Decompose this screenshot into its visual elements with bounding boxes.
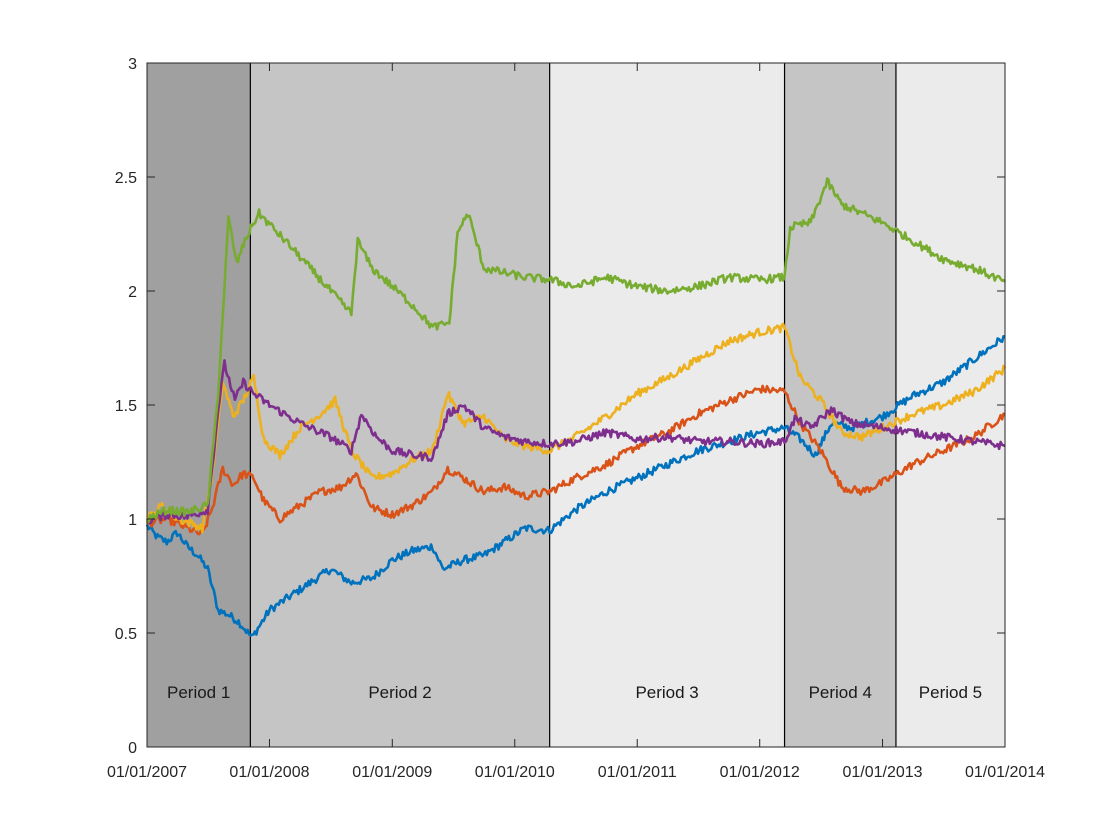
x-tick-label-1: 01/01/2008 [229, 764, 309, 781]
x-tick-label-7: 01/01/2014 [965, 764, 1045, 781]
y-tick-label-5: 2.5 [115, 170, 137, 187]
y-tick-label-4: 2 [128, 284, 137, 301]
x-tick-label-2: 01/01/2009 [352, 764, 432, 781]
x-tick-label-3: 01/01/2010 [475, 764, 555, 781]
y-tick-label-3: 1.5 [115, 398, 137, 415]
x-tick-label-4: 01/01/2011 [598, 764, 677, 781]
period-label-1: Period 1 [167, 683, 230, 702]
x-tick-label-0: 01/01/2007 [107, 764, 187, 781]
y-tick-label-2: 1 [128, 512, 137, 529]
y-tick-label-0: 0 [128, 740, 137, 757]
period-band-5 [895, 63, 1005, 747]
x-tick-label-6: 01/01/2013 [842, 764, 922, 781]
period-labels-layer: Period 1 Period 2 Period 3 Period 4 Period 5 [167, 683, 982, 702]
series-line-5 [145, 177, 1006, 524]
period-label-4: Period 4 [809, 683, 872, 702]
axes-layer: 0 0.5 1 1.5 2 2.5 3 01/01/2007 01/01/2008 01/01/2… [107, 56, 1045, 781]
y-tick-label-6: 3 [128, 56, 137, 73]
series-line-3 [145, 322, 1007, 534]
period-band-3 [549, 63, 785, 747]
period-label-2: Period 2 [368, 683, 431, 702]
period-shading-layer [147, 63, 1005, 747]
period-band-2 [250, 63, 550, 747]
period-label-3: Period 3 [635, 683, 698, 702]
x-tick-label-5: 01/01/2012 [720, 764, 800, 781]
y-tick-label-1: 0.5 [115, 626, 137, 643]
period-band-4 [784, 63, 896, 747]
period-label-5: Period 5 [919, 683, 982, 702]
series-layer [145, 177, 1007, 637]
series-line-4 [146, 359, 1006, 525]
series-line-2 [145, 384, 1006, 536]
period-band-1 [147, 63, 251, 747]
